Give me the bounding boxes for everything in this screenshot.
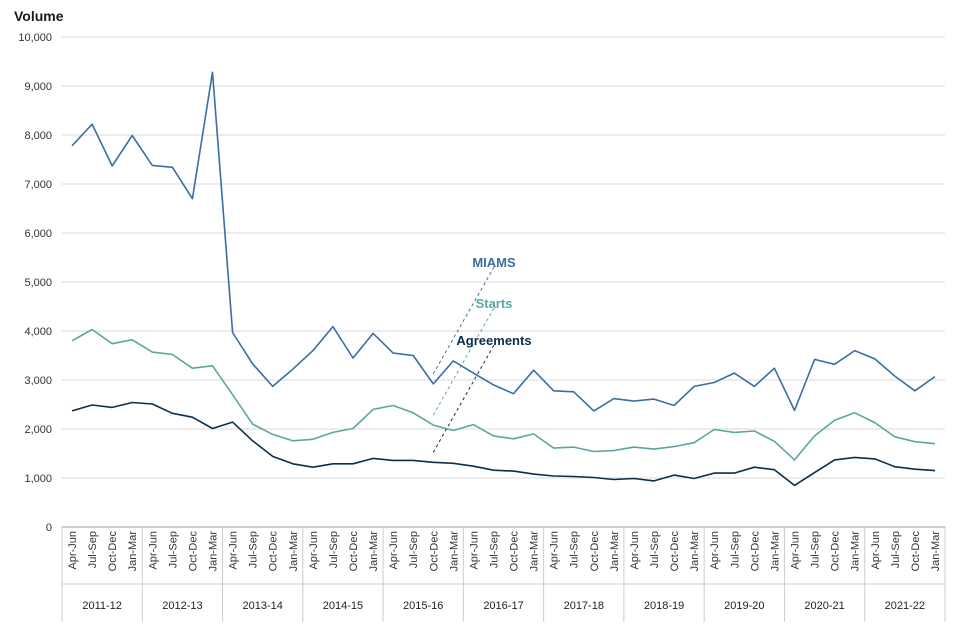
year-label: 2019-20 (724, 600, 764, 612)
series-line (71, 71, 936, 412)
x-tick-label: Jul-Sep (328, 531, 340, 568)
series-line (71, 401, 936, 487)
year-label: 2012-13 (162, 600, 202, 612)
x-tick-label: Jan-Mar (448, 531, 460, 572)
x-tick-label: Apr-Jun (549, 531, 561, 570)
year-label: 2016-17 (483, 600, 523, 612)
x-tick-label: Jul-Sep (408, 531, 420, 568)
series-label: MIAMS (472, 255, 516, 270)
x-tick-label: Jul-Sep (810, 531, 822, 568)
x-tick-label: Jan-Mar (368, 531, 380, 572)
gridlines (62, 36, 945, 528)
x-tick-label: Jul-Sep (87, 531, 99, 568)
x-tick-label: Oct-Dec (589, 531, 601, 572)
x-tick-label: Apr-Jun (67, 531, 79, 570)
x-tick-label: Jul-Sep (890, 531, 902, 568)
x-tick-label: Jan-Mar (127, 531, 139, 572)
series-leader-line (432, 307, 495, 416)
x-tick-label: Jan-Mar (930, 531, 942, 572)
x-tick-label: Apr-Jun (468, 531, 480, 570)
x-tick-label: Apr-Jun (789, 531, 801, 570)
x-tick-label: Jul-Sep (649, 531, 661, 568)
year-label: 2018-19 (644, 600, 684, 612)
y-tick-label: 8,000 (24, 130, 52, 142)
y-tick-label: 4,000 (24, 326, 52, 338)
y-tick-label: 10,000 (18, 32, 52, 44)
x-tick-label: Jan-Mar (769, 531, 781, 572)
x-tick-label: Oct-Dec (107, 531, 119, 572)
y-tick-label: 7,000 (24, 179, 52, 191)
x-tick-label: Jul-Sep (729, 531, 741, 568)
series-line (71, 328, 936, 461)
x-tick-label: Oct-Dec (187, 531, 199, 572)
series-lines (71, 71, 936, 487)
series-leader-line (432, 344, 495, 453)
y-tick-label: 5,000 (24, 277, 52, 289)
x-axis: Apr-Jun Jul-Sep Oct-Dec Jan-Mar Apr-Jun Jul-S… (61, 527, 946, 622)
y-tick-label: 2,000 (24, 424, 52, 436)
x-tick-label: Jul-Sep (488, 531, 500, 568)
x-tick-label: Jan-Mar (288, 531, 300, 572)
x-tick-label: Jan-Mar (689, 531, 701, 572)
x-tick-label: Oct-Dec (830, 531, 842, 572)
x-tick-label: Apr-Jun (228, 531, 240, 570)
x-tick-label: Jul-Sep (569, 531, 581, 568)
x-tick-label: Apr-Jun (870, 531, 882, 570)
x-tick-label: Apr-Jun (709, 531, 721, 570)
year-label: 2021-22 (885, 600, 925, 612)
year-label: 2015-16 (403, 600, 443, 612)
y-tick-label: 6,000 (24, 228, 52, 240)
y-axis-title: Volume (14, 8, 64, 24)
x-tick-label: Apr-Jun (147, 531, 159, 570)
x-tick-label: Jan-Mar (609, 531, 621, 572)
x-tick-label: Jan-Mar (529, 531, 541, 572)
x-tick-label: Oct-Dec (509, 531, 521, 572)
year-label: 2013-14 (242, 600, 282, 612)
series-leader-lines (432, 266, 495, 453)
x-tick-label: Jul-Sep (248, 531, 260, 568)
x-tick-label: Apr-Jun (629, 531, 641, 570)
x-tick-label: Oct-Dec (910, 531, 922, 572)
y-tick-label: 3,000 (24, 375, 52, 387)
x-tick-label: Jan-Mar (208, 531, 220, 572)
y-axis-ticks: 0 1,000 2,000 3,000 4,000 5,000 6,000 7,000 8,00… (18, 32, 52, 534)
x-tick-label: Apr-Jun (388, 531, 400, 570)
x-tick-label: Oct-Dec (749, 531, 761, 572)
year-label: 2014-15 (323, 600, 363, 612)
y-tick-label: 9,000 (24, 81, 52, 93)
year-label: 2020-21 (804, 600, 844, 612)
x-tick-label: Jul-Sep (167, 531, 179, 568)
x-tick-label: Oct-Dec (669, 531, 681, 572)
x-tick-label: Oct-Dec (268, 531, 280, 572)
year-label: 2011-12 (82, 600, 122, 612)
series-label: Starts (476, 296, 513, 311)
x-tick-label: Apr-Jun (308, 531, 320, 570)
x-tick-label: Jan-Mar (850, 531, 862, 572)
series-labels: MIAMS Starts Agreements (456, 255, 531, 348)
y-tick-label: 1,000 (24, 473, 52, 485)
series-leader-line (432, 266, 495, 375)
x-tick-label: Oct-Dec (348, 531, 360, 572)
y-tick-label: 0 (46, 522, 52, 534)
x-tick-label: Oct-Dec (428, 531, 440, 572)
series-label: Agreements (456, 333, 531, 348)
year-label: 2017-18 (564, 600, 604, 612)
